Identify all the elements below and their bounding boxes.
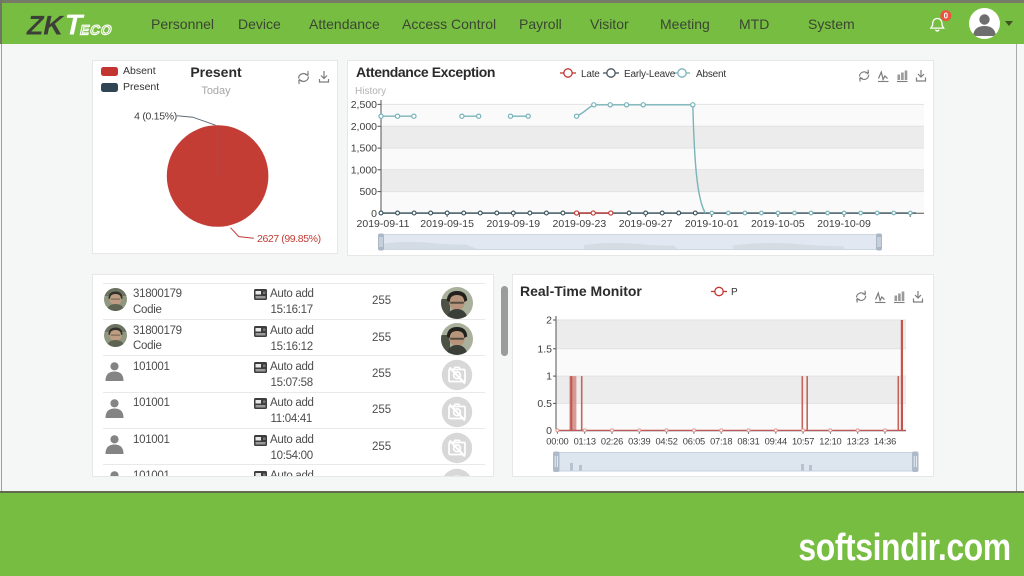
svg-text:1.5: 1.5	[537, 343, 552, 355]
svg-text:12:10: 12:10	[819, 437, 841, 447]
svg-text:2: 2	[546, 315, 552, 327]
svg-text:13:23: 13:23	[847, 437, 869, 447]
svg-text:0: 0	[371, 208, 377, 220]
svg-text:2019-10-01: 2019-10-01	[685, 218, 739, 230]
svg-text:2627 (99.85%): 2627 (99.85%)	[257, 233, 321, 245]
svg-text:2019-10-09: 2019-10-09	[817, 218, 871, 230]
svg-text:2019-09-23: 2019-09-23	[553, 218, 607, 230]
svg-text:06:05: 06:05	[683, 437, 705, 447]
svg-text:Early-Leave: Early-Leave	[624, 69, 676, 80]
svg-text:0: 0	[546, 425, 552, 437]
svg-text:10:57: 10:57	[792, 437, 814, 447]
svg-text:Absent: Absent	[696, 69, 726, 80]
svg-text:14:36: 14:36	[874, 437, 896, 447]
svg-text:2,000: 2,000	[351, 121, 377, 133]
svg-text:07:18: 07:18	[710, 437, 732, 447]
svg-text:09:44: 09:44	[765, 437, 787, 447]
svg-text:03:39: 03:39	[628, 437, 650, 447]
svg-text:4 (0.15%): 4 (0.15%)	[134, 111, 177, 123]
svg-text:1,000: 1,000	[351, 164, 377, 176]
svg-text:ZK: ZK	[26, 10, 67, 40]
svg-text:1: 1	[546, 371, 552, 383]
svg-text:0: 0	[944, 12, 949, 21]
svg-text:1,500: 1,500	[351, 143, 377, 155]
svg-text:2019-09-11: 2019-09-11	[357, 218, 410, 230]
svg-text:500: 500	[359, 186, 377, 198]
svg-text:Late: Late	[581, 69, 600, 80]
svg-text:P: P	[731, 287, 738, 298]
svg-text:2,500: 2,500	[351, 99, 377, 111]
svg-text:2019-09-15: 2019-09-15	[420, 218, 474, 230]
svg-text:00:00: 00:00	[546, 437, 568, 447]
svg-text:2019-09-19: 2019-09-19	[486, 218, 540, 230]
svg-text:01:13: 01:13	[574, 437, 596, 447]
svg-text:08:31: 08:31	[737, 437, 759, 447]
svg-text:ECO: ECO	[79, 23, 114, 38]
svg-text:0.5: 0.5	[537, 398, 552, 410]
svg-text:02:26: 02:26	[601, 437, 623, 447]
svg-text:2019-10-05: 2019-10-05	[751, 218, 805, 230]
svg-text:04:52: 04:52	[655, 437, 677, 447]
svg-text:2019-09-27: 2019-09-27	[619, 218, 673, 230]
